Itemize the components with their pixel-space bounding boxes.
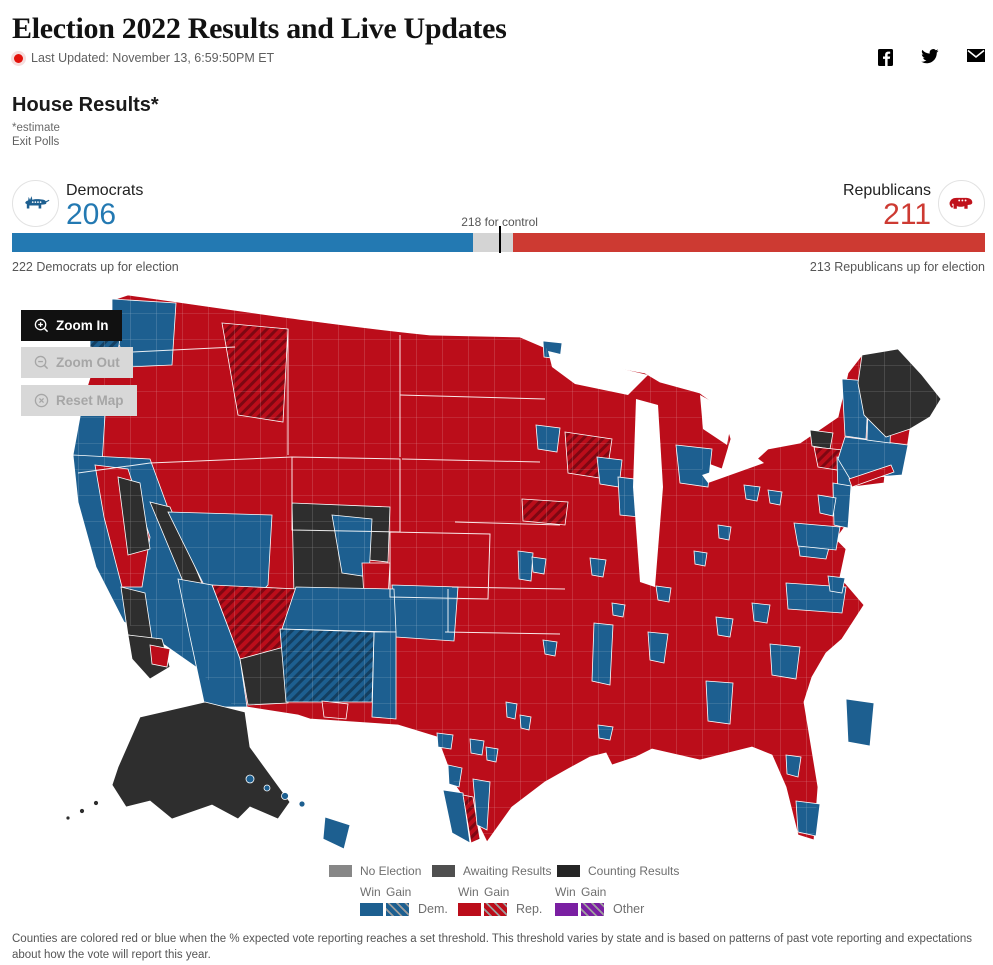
counting-results-swatch <box>557 865 580 877</box>
live-indicator-icon <box>14 53 23 63</box>
democrats-label: Democrats <box>66 182 144 199</box>
legend-rep: Win Gain Rep. <box>458 885 543 916</box>
balance-of-power-bar <box>12 226 985 253</box>
social-share-bar <box>878 49 985 66</box>
last-updated-row: Last Updated: November 13, 6:59:50PM ET <box>14 51 274 65</box>
email-icon[interactable] <box>967 49 985 66</box>
control-threshold-tick <box>498 226 501 253</box>
dem-gain-swatch <box>386 902 409 916</box>
zoom-in-button[interactable]: Zoom In <box>21 310 122 341</box>
legend-counting-results: Counting Results <box>557 864 679 878</box>
section-title: House Results* <box>12 94 159 116</box>
dem-win-swatch <box>360 902 383 916</box>
estimate-note: *estimate <box>12 122 60 134</box>
reset-map-button[interactable]: Reset Map <box>21 385 137 416</box>
legend-dem: Win Gain Dem. <box>360 885 448 916</box>
democrat-bar-segment <box>12 233 473 252</box>
reset-map-icon <box>34 393 49 408</box>
legend-awaiting-results: Awaiting Results <box>432 864 552 878</box>
rep-gain-swatch <box>484 902 507 916</box>
twitter-icon[interactable] <box>921 49 939 66</box>
alaska <box>111 701 291 820</box>
us-house-map[interactable] <box>0 287 993 865</box>
republicans-up-for-election: 213 Republicans up for election <box>809 260 985 274</box>
hawaii <box>245 774 351 850</box>
zoom-out-button[interactable]: Zoom Out <box>21 347 133 378</box>
zoom-in-icon <box>34 318 49 333</box>
rep-win-swatch <box>458 902 481 916</box>
democrat-donkey-icon <box>12 180 59 227</box>
republican-elephant-icon <box>938 180 985 227</box>
undecided-bar-segment <box>473 233 513 252</box>
republicans-label: Republicans <box>842 182 931 199</box>
no-election-swatch <box>329 865 352 877</box>
other-win-swatch <box>555 902 578 916</box>
legend-no-election: No Election <box>329 864 421 878</box>
republican-bar-segment <box>513 233 985 252</box>
exit-polls-link[interactable]: Exit Polls <box>12 136 60 148</box>
legend-other: Win Gain Other <box>555 885 645 916</box>
awaiting-results-swatch <box>432 865 455 877</box>
democrats-up-for-election: 222 Democrats up for election <box>12 260 179 274</box>
page-title: Election 2022 Results and Live Updates <box>12 12 507 45</box>
last-updated-text: Last Updated: November 13, 6:59:50PM ET <box>31 51 275 65</box>
republicans-seat-count: 211 <box>883 198 931 231</box>
zoom-out-icon <box>34 355 49 370</box>
methodology-note: Counties are colored red or blue when th… <box>12 933 972 961</box>
democrats-seat-count: 206 <box>66 198 117 231</box>
control-threshold-label: 218 for control <box>461 215 538 229</box>
other-gain-swatch <box>581 902 604 916</box>
facebook-icon[interactable] <box>878 49 893 66</box>
